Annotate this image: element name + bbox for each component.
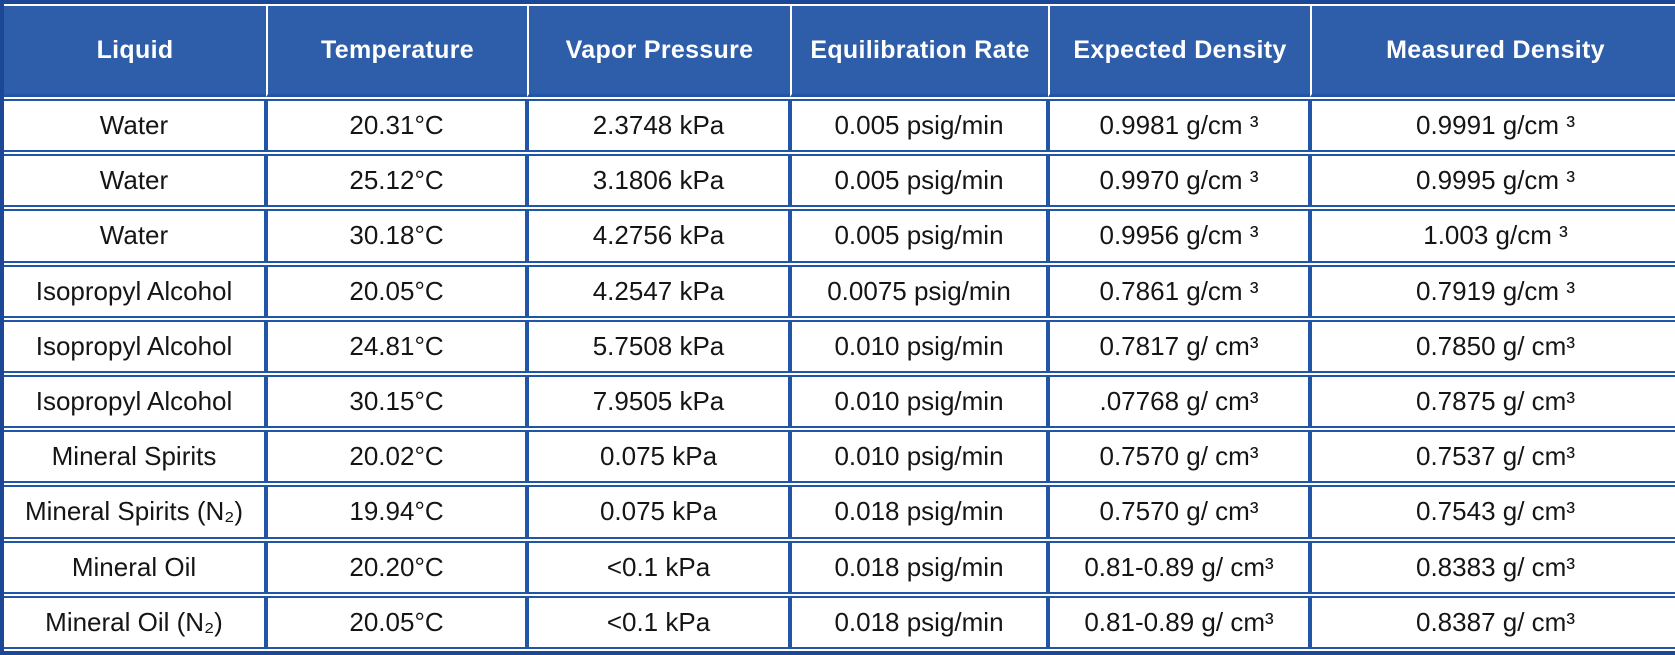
cell-expected-density: 0.81-0.89 g/ cm³ bbox=[1048, 595, 1310, 649]
cell-expected-density: 0.7817 g/ cm³ bbox=[1048, 319, 1310, 373]
col-header-measured-density: Measured Density bbox=[1310, 6, 1675, 97]
cell-vapor-pressure: 3.1806 kPa bbox=[527, 154, 790, 208]
cell-measured-density: 0.7850 g/ cm³ bbox=[1310, 319, 1675, 373]
col-header-liquid: Liquid bbox=[4, 6, 266, 97]
cell-equilibration-rate: 0.0075 psig/min bbox=[790, 264, 1048, 318]
cell-measured-density: 1.003 g/cm ³ bbox=[1310, 209, 1675, 263]
table-row: Water 20.31°C 2.3748 kPa 0.005 psig/min … bbox=[4, 99, 1675, 153]
cell-liquid: Mineral Spirits (N₂) bbox=[4, 485, 266, 539]
cell-temperature: 30.18°C bbox=[266, 209, 527, 263]
col-header-expected-density: Expected Density bbox=[1048, 6, 1310, 97]
cell-measured-density: 0.8383 g/ cm³ bbox=[1310, 540, 1675, 594]
cell-liquid: Mineral Spirits bbox=[4, 430, 266, 484]
cell-equilibration-rate: 0.018 psig/min bbox=[790, 595, 1048, 649]
cell-measured-density: 0.7875 g/ cm³ bbox=[1310, 374, 1675, 429]
cell-temperature: 20.31°C bbox=[266, 99, 527, 153]
cell-equilibration-rate: 0.005 psig/min bbox=[790, 99, 1048, 153]
cell-vapor-pressure: 0.075 kPa bbox=[527, 430, 790, 484]
col-header-vapor-pressure: Vapor Pressure bbox=[527, 6, 790, 97]
cell-vapor-pressure: 7.9505 kPa bbox=[527, 374, 790, 429]
cell-expected-density: 0.7570 g/ cm³ bbox=[1048, 430, 1310, 484]
cell-vapor-pressure: 5.7508 kPa bbox=[527, 319, 790, 373]
cell-expected-density: 0.7570 g/ cm³ bbox=[1048, 485, 1310, 539]
cell-temperature: 20.20°C bbox=[266, 540, 527, 594]
cell-measured-density: 0.9995 g/cm ³ bbox=[1310, 154, 1675, 208]
cell-temperature: 25.12°C bbox=[266, 154, 527, 208]
cell-liquid: Water bbox=[4, 209, 266, 263]
cell-measured-density: 0.9991 g/cm ³ bbox=[1310, 99, 1675, 153]
cell-temperature: 20.02°C bbox=[266, 430, 527, 484]
cell-temperature: 24.81°C bbox=[266, 319, 527, 373]
table-row: Isopropyl Alcohol 20.05°C 4.2547 kPa 0.0… bbox=[4, 264, 1675, 318]
cell-equilibration-rate: 0.010 psig/min bbox=[790, 319, 1048, 373]
cell-measured-density: 0.7543 g/ cm³ bbox=[1310, 485, 1675, 539]
cell-measured-density: 0.7537 g/ cm³ bbox=[1310, 430, 1675, 484]
table-row: Mineral Spirits 20.02°C 0.075 kPa 0.010 … bbox=[4, 430, 1675, 484]
cell-liquid: Water bbox=[4, 99, 266, 153]
table-row: Isopropyl Alcohol 30.15°C 7.9505 kPa 0.0… bbox=[4, 374, 1675, 429]
cell-equilibration-rate: 0.005 psig/min bbox=[790, 209, 1048, 263]
cell-expected-density: 0.81-0.89 g/ cm³ bbox=[1048, 540, 1310, 594]
cell-expected-density: .07768 g/ cm³ bbox=[1048, 374, 1310, 429]
table-row: Water 30.18°C 4.2756 kPa 0.005 psig/min … bbox=[4, 209, 1675, 263]
col-header-equilibration-rate: Equilibration Rate bbox=[790, 6, 1048, 97]
cell-vapor-pressure: <0.1 kPa bbox=[527, 595, 790, 649]
cell-measured-density: 0.7919 g/cm ³ bbox=[1310, 264, 1675, 318]
table-row: Mineral Oil (N₂) 20.05°C <0.1 kPa 0.018 … bbox=[4, 595, 1675, 649]
cell-equilibration-rate: 0.018 psig/min bbox=[790, 485, 1048, 539]
col-header-temperature: Temperature bbox=[266, 6, 527, 97]
cell-liquid: Water bbox=[4, 154, 266, 208]
cell-expected-density: 0.9956 g/cm ³ bbox=[1048, 209, 1310, 263]
cell-liquid: Isopropyl Alcohol bbox=[4, 374, 266, 429]
cell-equilibration-rate: 0.010 psig/min bbox=[790, 374, 1048, 429]
cell-temperature: 20.05°C bbox=[266, 264, 527, 318]
cell-vapor-pressure: 4.2756 kPa bbox=[527, 209, 790, 263]
cell-vapor-pressure: 2.3748 kPa bbox=[527, 99, 790, 153]
cell-temperature: 20.05°C bbox=[266, 595, 527, 649]
cell-expected-density: 0.9970 g/cm ³ bbox=[1048, 154, 1310, 208]
table-row: Isopropyl Alcohol 24.81°C 5.7508 kPa 0.0… bbox=[4, 319, 1675, 373]
table-row: Water 25.12°C 3.1806 kPa 0.005 psig/min … bbox=[4, 154, 1675, 208]
cell-equilibration-rate: 0.005 psig/min bbox=[790, 154, 1048, 208]
cell-temperature: 30.15°C bbox=[266, 374, 527, 429]
cell-expected-density: 0.9981 g/cm ³ bbox=[1048, 99, 1310, 153]
cell-vapor-pressure: 0.075 kPa bbox=[527, 485, 790, 539]
header-row: Liquid Temperature Vapor Pressure Equili… bbox=[4, 6, 1675, 97]
table-row: Mineral Oil 20.20°C <0.1 kPa 0.018 psig/… bbox=[4, 540, 1675, 594]
table-row: Mineral Spirits (N₂) 19.94°C 0.075 kPa 0… bbox=[4, 485, 1675, 539]
cell-measured-density: 0.8387 g/ cm³ bbox=[1310, 595, 1675, 649]
cell-expected-density: 0.7861 g/cm ³ bbox=[1048, 264, 1310, 318]
cell-equilibration-rate: 0.010 psig/min bbox=[790, 430, 1048, 484]
cell-liquid: Isopropyl Alcohol bbox=[4, 319, 266, 373]
cell-temperature: 19.94°C bbox=[266, 485, 527, 539]
cell-liquid: Mineral Oil bbox=[4, 540, 266, 594]
cell-equilibration-rate: 0.018 psig/min bbox=[790, 540, 1048, 594]
cell-liquid: Mineral Oil (N₂) bbox=[4, 595, 266, 649]
cell-liquid: Isopropyl Alcohol bbox=[4, 264, 266, 318]
cell-vapor-pressure: 4.2547 kPa bbox=[527, 264, 790, 318]
cell-vapor-pressure: <0.1 kPa bbox=[527, 540, 790, 594]
